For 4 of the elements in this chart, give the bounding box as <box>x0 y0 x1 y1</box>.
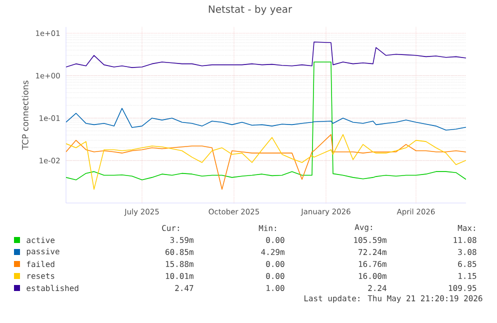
line-series <box>66 62 466 180</box>
y-axis-title: TCP connections <box>22 80 28 150</box>
chart-title: Netstat - by year <box>208 5 292 15</box>
line-series <box>66 108 466 131</box>
